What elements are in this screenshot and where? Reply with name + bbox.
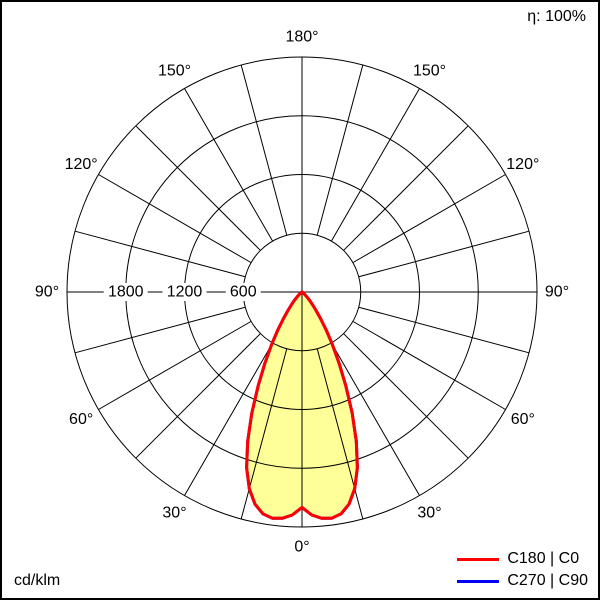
- svg-text:0°: 0°: [294, 539, 309, 556]
- legend-label-c270-c90: C270 | C90: [507, 572, 588, 589]
- svg-text:60°: 60°: [69, 411, 93, 428]
- svg-text:1800: 1800: [108, 284, 144, 301]
- svg-text:150°: 150°: [158, 63, 191, 80]
- svg-text:60°: 60°: [511, 411, 535, 428]
- svg-text:90°: 90°: [35, 284, 59, 301]
- svg-text:120°: 120°: [506, 156, 539, 173]
- unit-label: cd/klm: [14, 572, 61, 589]
- legend-line-blue: [457, 579, 500, 583]
- svg-text:120°: 120°: [65, 156, 98, 173]
- legend-line-red: [457, 557, 500, 561]
- legend-label-c180-c0: C180 | C0: [507, 550, 580, 567]
- svg-text:30°: 30°: [162, 504, 186, 521]
- svg-text:1200: 1200: [167, 284, 203, 301]
- svg-text:600: 600: [230, 284, 257, 301]
- svg-text:180°: 180°: [285, 29, 318, 46]
- legend-item-c180-c0: C180 | C0: [457, 548, 588, 570]
- legend: C180 | C0 C270 | C90: [457, 548, 588, 592]
- svg-text:30°: 30°: [417, 504, 441, 521]
- efficiency-label: η: 100%: [527, 8, 586, 25]
- legend-item-c270-c90: C270 | C90: [457, 570, 588, 592]
- svg-text:150°: 150°: [413, 63, 446, 80]
- svg-text:90°: 90°: [545, 284, 569, 301]
